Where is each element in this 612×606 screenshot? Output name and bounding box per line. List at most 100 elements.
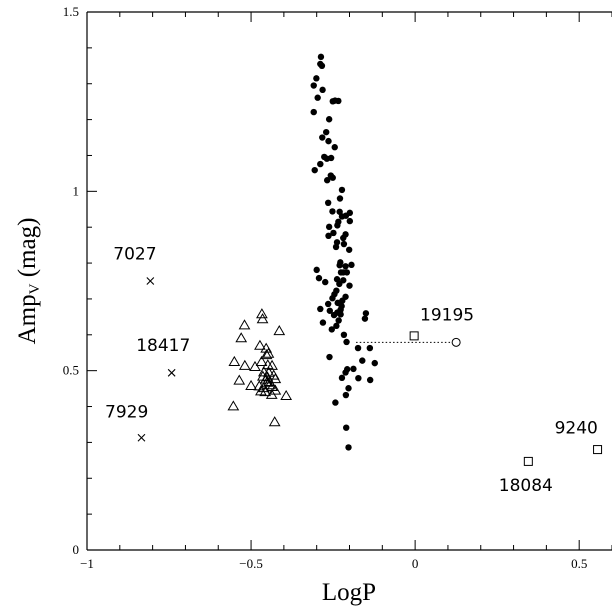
y-axis-title: AmpV (mag) <box>14 218 43 345</box>
open-triangle-point <box>259 385 272 397</box>
filled-circle-point <box>345 444 352 451</box>
open-triangle-point <box>260 349 273 360</box>
filled-circle-point <box>311 166 318 174</box>
open-triangle-point <box>256 308 268 319</box>
open-square-point <box>523 456 533 466</box>
open-triangle-point <box>262 366 275 377</box>
filled-circle-point <box>323 128 330 136</box>
open-triangle-point <box>235 332 248 343</box>
y-tick-label: 0.5 <box>63 363 79 378</box>
open-triangle-point <box>262 347 275 358</box>
x-tick-label: 0.5 <box>571 556 587 571</box>
filled-circle-point <box>338 186 346 194</box>
filled-circle-point <box>331 144 338 151</box>
open-square-point <box>593 445 603 455</box>
open-circle-point <box>451 337 461 347</box>
y-tick-label: 1 <box>73 183 80 198</box>
filled-circle-point <box>346 217 354 225</box>
filled-circle-point <box>329 208 336 215</box>
filled-circle-point <box>319 86 326 94</box>
open-triangle-point <box>263 379 276 390</box>
y-axis-title-text: AmpV (mag) <box>14 218 43 345</box>
open-triangle-point <box>227 400 240 411</box>
filled-circle-point <box>326 307 334 314</box>
filled-circle-point <box>350 365 357 373</box>
open-triangle-point <box>269 373 282 384</box>
filled-circle-point <box>330 229 337 237</box>
open-square-point <box>409 331 419 341</box>
filled-circle-point <box>326 353 333 361</box>
filled-circle-point <box>340 234 347 242</box>
filled-circle-point <box>345 385 352 392</box>
filled-circle-point <box>325 232 332 240</box>
filled-circle-point <box>343 338 350 346</box>
open-triangle-point <box>245 379 257 390</box>
filled-circle-point <box>371 359 378 367</box>
filled-circle-point <box>342 263 349 270</box>
filled-circle-point <box>359 357 366 364</box>
filled-circle-point <box>342 369 349 376</box>
axis-tick-labels: −1 −0.5 0 0.5 0 0.5 1 1.5 <box>63 4 588 571</box>
filled-circle-point <box>366 344 374 352</box>
open-triangle-point <box>249 360 261 371</box>
open-triangle-point <box>266 359 278 370</box>
filled-circle-point <box>323 155 331 162</box>
filled-circle-point <box>319 319 327 326</box>
filled-circle-point <box>335 317 342 324</box>
filled-circle-point <box>325 116 333 123</box>
plot-frame <box>86 11 612 551</box>
filled-circle-point <box>355 374 362 382</box>
filled-circle-point <box>337 311 344 318</box>
filled-circle-point <box>335 97 342 105</box>
open-triangle-point <box>280 389 293 401</box>
axis-ticks <box>86 11 612 551</box>
cross-point <box>146 277 155 285</box>
x-tick-label: 0 <box>412 556 419 571</box>
annotation-label: 9240 <box>555 418 598 438</box>
annotation-label: 18084 <box>499 476 553 496</box>
filled-circle-point <box>329 295 336 302</box>
filled-circle-point <box>340 240 348 248</box>
y-tick-label: 0 <box>73 542 80 557</box>
cross-point <box>167 368 176 377</box>
y-axis-title-sub: V <box>27 283 43 294</box>
filled-circle-point <box>319 134 326 141</box>
filled-circle-point <box>343 424 350 431</box>
y-axis-title-unit: (mag) <box>14 218 41 284</box>
annotation-label: 7929 <box>105 402 148 422</box>
filled-circle-point <box>342 391 350 399</box>
x-tick-label: −1 <box>80 556 94 571</box>
filled-circle-point <box>336 280 343 288</box>
filled-circle-point <box>329 98 336 105</box>
filled-circle-point <box>313 266 320 274</box>
filled-circle-point <box>314 94 321 101</box>
filled-circle-point <box>361 315 369 322</box>
open-triangle-point <box>228 355 241 366</box>
y-axis-title-main: Amp <box>14 294 41 344</box>
filled-circle-point <box>334 222 341 229</box>
filled-circle-point <box>322 278 329 286</box>
filled-circle-point <box>346 282 353 289</box>
filled-circle-point <box>324 300 332 308</box>
filled-circle-point <box>338 374 346 382</box>
annotation-label: 7027 <box>113 244 156 264</box>
y-tick-label: 1.5 <box>63 4 79 19</box>
open-triangle-point <box>265 388 278 399</box>
point-annotations: 7027 18417 7929 19195 9240 18084 <box>105 244 598 495</box>
filled-circle-point <box>332 399 339 406</box>
open-triangle-point <box>254 339 266 350</box>
open-triangle-point <box>260 376 273 387</box>
filled-circle-point <box>323 177 331 184</box>
open-triangle-point <box>256 313 269 324</box>
x-tick-label: −0.5 <box>239 556 263 571</box>
filled-circle-point <box>354 344 362 352</box>
x-axis-title: LogP <box>322 579 376 606</box>
filled-circle-point <box>362 310 370 317</box>
open-triangle-point <box>238 359 251 370</box>
filled-circle-point <box>325 223 333 231</box>
filled-circle-point <box>330 311 338 319</box>
filled-circle-point <box>343 269 351 276</box>
open-triangle-point <box>238 319 251 330</box>
filled-circle-point <box>336 195 344 202</box>
